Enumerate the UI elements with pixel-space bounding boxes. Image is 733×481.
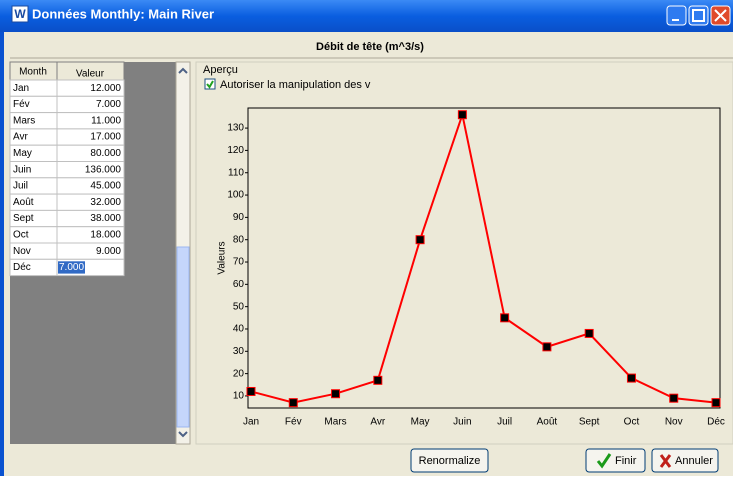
month-cell: Mars [13, 115, 35, 126]
x-tick-label: Mars [324, 417, 346, 428]
scroll-down[interactable] [178, 431, 188, 438]
maximize-button[interactable] [688, 5, 709, 26]
value-cell[interactable]: 7.000 [96, 99, 121, 110]
app-icon [11, 5, 29, 23]
x-tick-label: Oct [624, 417, 640, 428]
value-cell[interactable]: 11.000 [91, 115, 121, 126]
month-cell: Jan [13, 83, 29, 94]
finir-label: Finir [615, 455, 637, 467]
y-tick-label: 50 [233, 301, 245, 312]
data-point[interactable] [584, 328, 594, 338]
y-tick-label: 70 [233, 257, 245, 268]
y-tick-label: 80 [233, 234, 245, 245]
app-icon-letter: W [14, 7, 26, 21]
y-tick-label: 60 [233, 279, 245, 290]
x-tick-label: May [411, 417, 430, 428]
group-label: Aperçu [203, 64, 238, 76]
month-cell: Sept [13, 213, 34, 224]
data-point[interactable] [711, 398, 721, 408]
edit-highlight [58, 261, 85, 274]
close-icon [714, 9, 727, 22]
y-tick-label: 130 [227, 123, 244, 134]
column-header: Valeur [76, 69, 105, 80]
data-point[interactable] [288, 398, 298, 408]
plot-area [247, 107, 721, 409]
month-cell: Oct [13, 229, 29, 240]
month-cell: Déc [13, 262, 31, 273]
y-tick-label: 20 [233, 368, 245, 379]
cancel-icon [659, 454, 672, 468]
title-bar [0, 0, 733, 32]
data-point[interactable] [457, 110, 467, 120]
value-cell[interactable]: 38.000 [90, 213, 121, 224]
value-cell[interactable]: 9.000 [96, 246, 121, 257]
data-point[interactable] [669, 393, 679, 403]
month-cell: Juil [13, 181, 28, 192]
x-tick-label: Fév [285, 417, 302, 428]
data-point[interactable] [626, 373, 636, 383]
scroll-thumb[interactable] [176, 246, 190, 428]
data-point[interactable] [331, 389, 341, 399]
value-cell[interactable]: 17.000 [90, 132, 121, 143]
value-cell[interactable]: 12.000 [90, 83, 121, 94]
x-tick-label: Avr [370, 417, 385, 428]
renormalize-button[interactable] [410, 448, 489, 473]
minimize-button[interactable] [666, 5, 687, 26]
column-header: Month [19, 67, 47, 78]
x-tick-label: Juin [453, 417, 471, 428]
month-cell: Juin [13, 164, 31, 175]
check-icon [596, 453, 612, 469]
data-point[interactable] [246, 386, 256, 396]
month-cell: Fév [13, 99, 30, 110]
x-tick-label: Jan [243, 417, 259, 428]
x-tick-label: Juil [497, 417, 512, 428]
value-cell-editing[interactable]: 7.000 [59, 262, 84, 273]
y-tick-label: 90 [233, 212, 245, 223]
checkbox[interactable] [204, 78, 216, 90]
maximize-icon [692, 9, 705, 22]
scroll-up[interactable] [178, 67, 188, 74]
header: Débit de tête (m^3/s) [316, 41, 424, 53]
month-cell: Avr [13, 132, 28, 143]
month-cell: May [13, 148, 32, 159]
y-tick-label: 30 [233, 346, 245, 357]
value-cell[interactable]: 136.000 [85, 164, 122, 175]
y-tick-label: 10 [233, 391, 245, 402]
y-tick-label: 40 [233, 324, 245, 335]
annuler-label: Annuler [675, 455, 713, 467]
month-cell: Nov [13, 246, 31, 257]
x-tick-label: Déc [707, 417, 725, 428]
checkbox-label: Autoriser la manipulation des v [220, 79, 371, 91]
checkmark [206, 80, 214, 89]
y-tick-label: 120 [227, 145, 244, 156]
data-point[interactable] [542, 342, 552, 352]
month-cell: Août [13, 197, 34, 208]
y-axis-label: Valeurs [217, 241, 228, 274]
data-point[interactable] [373, 375, 383, 385]
y-tick-label: 100 [227, 190, 244, 201]
window-title: Données Monthly: Main River [32, 6, 214, 21]
preview-group [195, 61, 733, 445]
value-cell[interactable]: 80.000 [90, 148, 121, 159]
value-cell[interactable]: 18.000 [90, 229, 121, 240]
value-cell[interactable]: 32.000 [90, 197, 121, 208]
group-label-bg [202, 64, 236, 74]
data-point[interactable] [415, 235, 425, 245]
x-tick-label: Nov [665, 417, 683, 428]
value-cell[interactable]: 45.000 [90, 181, 121, 192]
renormalize-label: Renormalize [419, 455, 481, 467]
x-tick-label: Sept [579, 417, 600, 428]
x-tick-label: Août [537, 417, 558, 428]
data-line [250, 110, 717, 404]
y-tick-label: 110 [228, 167, 244, 178]
data-point[interactable] [500, 313, 510, 323]
